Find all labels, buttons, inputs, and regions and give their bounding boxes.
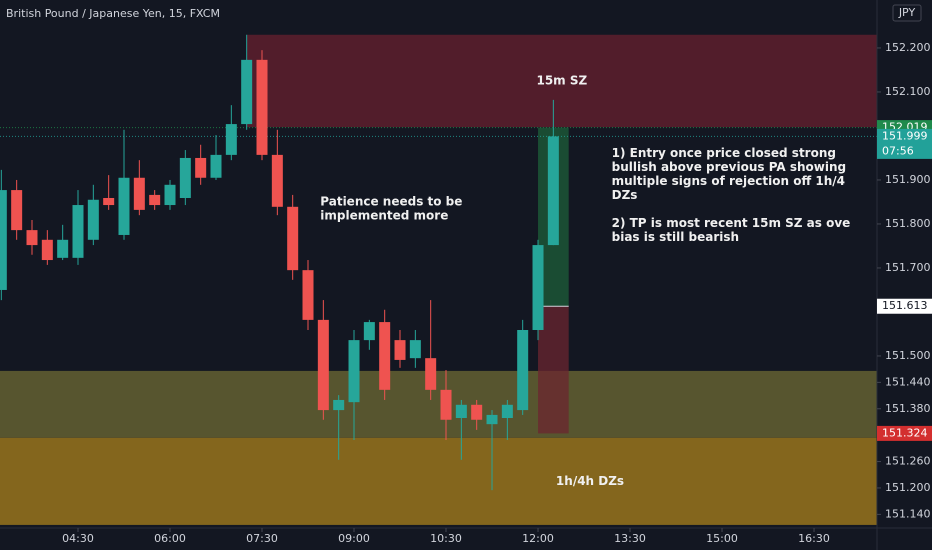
annotation: bullish above previous PA showing xyxy=(612,160,847,174)
price-label: 151.613 xyxy=(882,299,928,312)
candle-body xyxy=(271,154,283,207)
candle-body xyxy=(256,59,268,155)
candle-body xyxy=(225,124,237,155)
y-tick-label: 152.100 xyxy=(885,85,931,98)
x-tick-label: 10:30 xyxy=(430,532,462,545)
demand-zone-band xyxy=(0,370,877,438)
x-tick-label: 06:00 xyxy=(154,532,186,545)
y-tick-label: 152.200 xyxy=(885,41,931,54)
axes: 152.200 152.100 151.900 151.800 151.700 151.5… xyxy=(62,41,932,545)
price-countdown: 07:56 xyxy=(882,144,914,157)
candle-body xyxy=(287,206,299,271)
chart-title: British Pound / Japanese Yen, 15, FXCM xyxy=(6,7,220,20)
annotation: Patience needs to be xyxy=(320,194,462,208)
candle-body xyxy=(501,404,513,418)
supply-zone xyxy=(246,34,877,128)
y-tick-label: 151.500 xyxy=(885,349,931,362)
x-tick-label: 09:00 xyxy=(338,532,370,545)
candle-body xyxy=(133,177,145,210)
y-tick-label: 151.440 xyxy=(885,375,931,388)
annotation: 1) Entry once price closed strong xyxy=(612,146,836,160)
candle-body xyxy=(532,245,544,330)
annotation: multiple signs of rejection off 1h/4 xyxy=(612,174,845,188)
x-tick-label: 04:30 xyxy=(62,532,94,545)
candle-body xyxy=(471,404,483,420)
currency-box xyxy=(892,4,922,22)
candle-body xyxy=(164,184,176,206)
candle-body xyxy=(317,319,329,411)
candle-body xyxy=(440,389,452,420)
candle-body xyxy=(486,414,498,425)
y-tick-label: 151.700 xyxy=(885,261,931,274)
candle-body xyxy=(57,239,69,258)
candle-body xyxy=(72,205,84,258)
price-label-box xyxy=(877,128,932,159)
x-tick-label: 07:30 xyxy=(246,532,278,545)
zone-label: 15m SZ xyxy=(536,73,587,87)
x-tick-label: 15:00 xyxy=(706,532,738,545)
candle-body xyxy=(394,340,406,360)
annotation: implemented more xyxy=(320,208,448,222)
candle-body xyxy=(348,340,360,403)
annotation: 2) TP is most recent 15m SZ as ove xyxy=(612,216,851,230)
zone-label: 1h/4h DZs xyxy=(556,474,624,488)
candle-body xyxy=(455,404,467,418)
y-tick-label: 151.140 xyxy=(885,507,931,520)
candle-body xyxy=(547,136,559,246)
y-tick-label: 151.900 xyxy=(885,173,931,186)
candle-body xyxy=(425,358,437,390)
y-tick-label: 151.200 xyxy=(885,481,931,494)
x-tick-label: 16:30 xyxy=(798,532,830,545)
x-tick-label: 13:30 xyxy=(614,532,646,545)
candle-body xyxy=(409,340,421,359)
candle-body xyxy=(87,199,99,240)
annotation: DZs xyxy=(612,188,638,202)
annotation: bias is still bearish xyxy=(612,230,740,244)
price-label-box xyxy=(877,425,932,441)
x-tick-label: 12:00 xyxy=(522,532,554,545)
candle-body xyxy=(118,177,130,235)
y-tick-label: 151.380 xyxy=(885,402,931,415)
price-label: 151.999 xyxy=(882,129,928,142)
candle-body xyxy=(41,239,53,261)
price-label-box xyxy=(877,298,932,314)
y-tick-label: 151.260 xyxy=(885,455,931,468)
price-label: 151.324 xyxy=(882,426,928,439)
candle-body xyxy=(363,322,375,341)
candle-body xyxy=(26,230,38,246)
candle-body xyxy=(11,190,23,231)
candle-body xyxy=(302,270,314,320)
candle-body xyxy=(179,157,191,198)
candle-body xyxy=(103,198,115,206)
candle-body xyxy=(0,190,7,290)
y-tick-label: 151.800 xyxy=(885,217,931,230)
currency: JPY xyxy=(898,6,916,19)
candle-body xyxy=(241,59,253,125)
plot-area: 15m SZ 1h/4h DZs Patience needs to beimple… xyxy=(0,34,877,525)
candle-body xyxy=(149,194,161,206)
candle-body xyxy=(333,399,345,411)
demand-zone-band xyxy=(0,437,877,525)
candle-body xyxy=(195,157,207,178)
candle-body xyxy=(379,322,391,390)
candle-body xyxy=(517,330,529,411)
candle-body xyxy=(210,154,222,178)
